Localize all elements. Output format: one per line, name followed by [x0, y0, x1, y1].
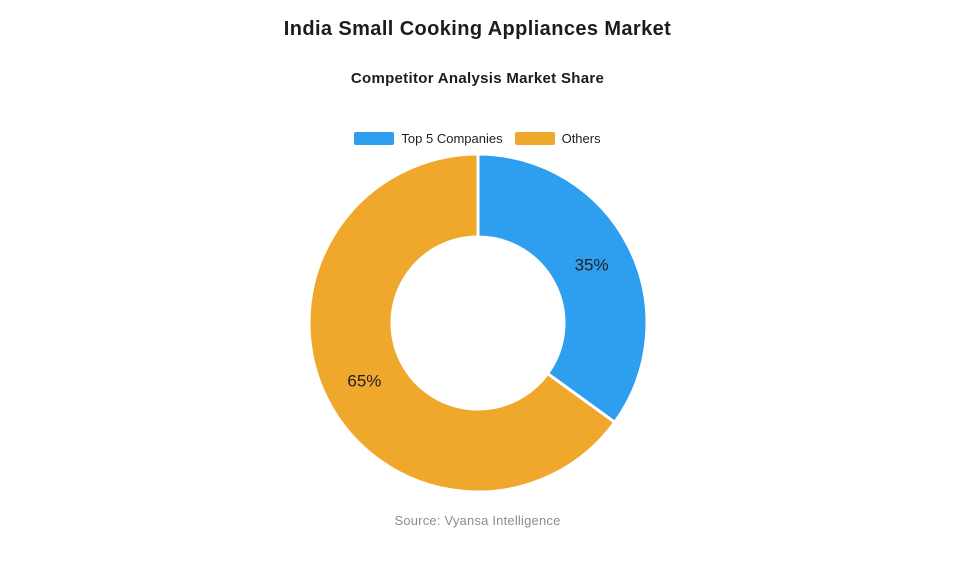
donut-slice-others[interactable] — [307, 152, 617, 494]
legend-item-top5[interactable]: Top 5 Companies — [354, 131, 503, 146]
chart-subtitle: Competitor Analysis Market Share — [350, 70, 605, 87]
legend-item-others[interactable]: Others — [514, 131, 601, 146]
source-caption: Source: Vyansa Intelligence — [394, 513, 561, 528]
legend-swatch-orange-icon — [514, 132, 555, 145]
legend-label: Others — [561, 131, 601, 146]
donut-slice-top-5-companies[interactable] — [476, 152, 649, 424]
chart-legend: Top 5 Companies Others — [0, 131, 955, 146]
legend-swatch-blue-icon — [354, 132, 395, 145]
slice-percentage-label: 65% — [347, 371, 381, 390]
donut-chart: 35% 65% — [304, 149, 652, 497]
legend-label: Top 5 Companies — [401, 131, 503, 146]
slice-percentage-label: 35% — [575, 256, 609, 275]
page-title: India Small Cooking Appliances Market — [283, 18, 672, 40]
donut-chart-svg: 35% 65% — [307, 152, 649, 494]
